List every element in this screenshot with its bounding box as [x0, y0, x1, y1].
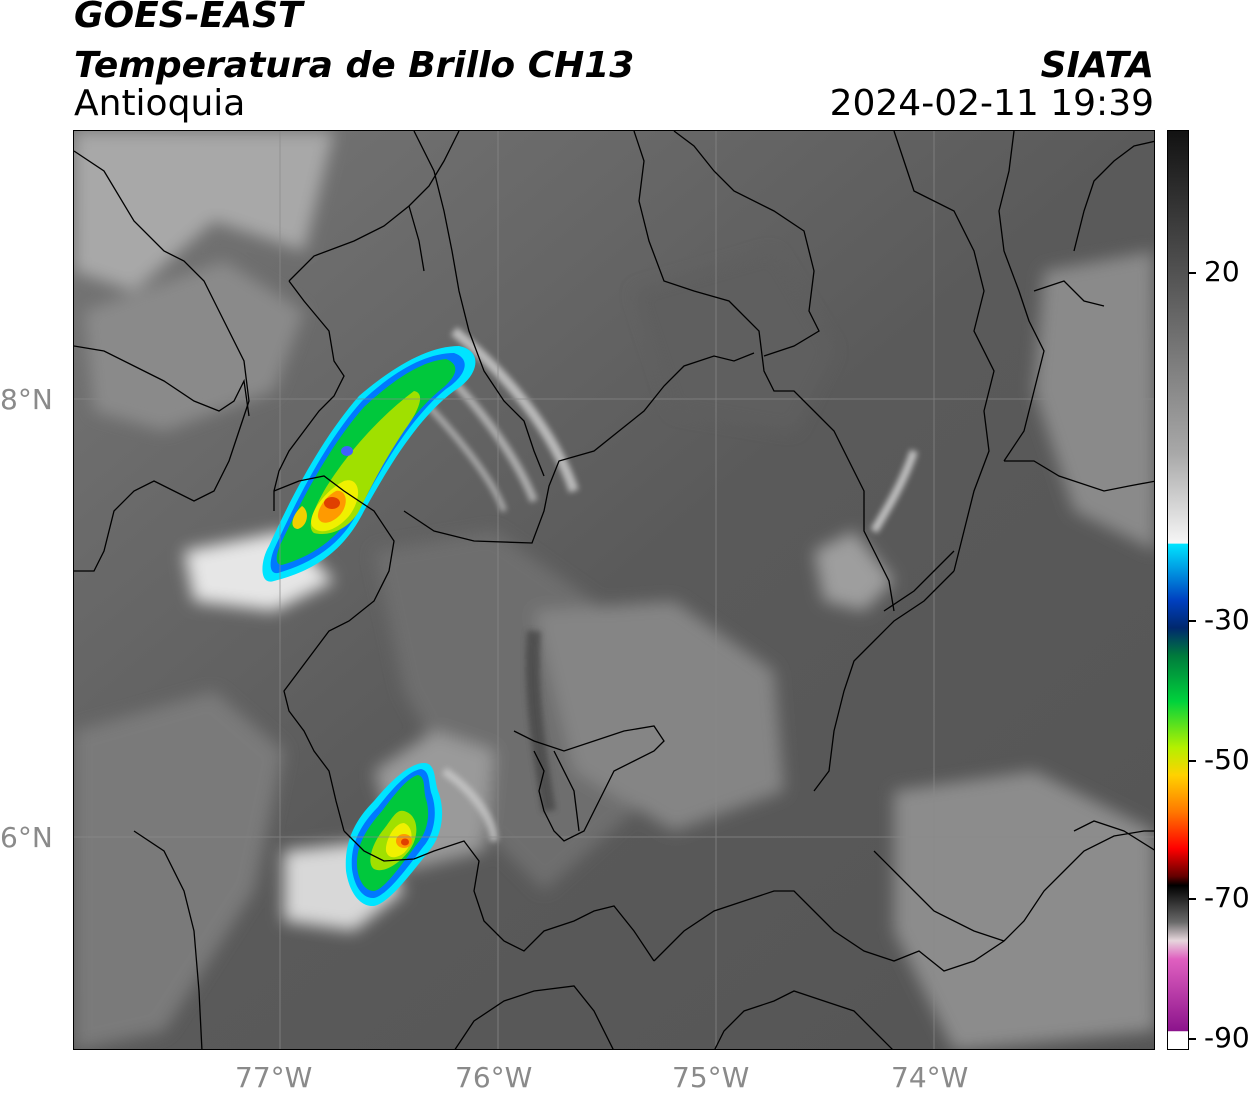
colorbar-label-m70: -70: [1204, 881, 1250, 914]
map-canvas: [74, 131, 1154, 1049]
political-boundaries: [74, 131, 1154, 1049]
colorbar-label-m50: -50: [1204, 743, 1250, 776]
organization-label: SIATA: [1040, 45, 1154, 86]
product-title: Temperatura de Brillo CH13: [74, 45, 635, 86]
cloud-patches: [74, 131, 1154, 1049]
lon-label-75w: 75°W: [672, 1061, 750, 1094]
colorbar-label-m30: -30: [1204, 603, 1250, 636]
satellite-map[interactable]: [73, 130, 1155, 1050]
lat-label-8n: 8°N: [0, 383, 53, 416]
lon-label-76w: 76°W: [455, 1061, 533, 1094]
lat-label-6n: 6°N: [0, 821, 53, 854]
colorbar-label-20: 20: [1204, 255, 1240, 288]
region-label: Antioquia: [74, 83, 246, 124]
colorbar-tick-20: [1189, 272, 1196, 274]
lon-label-77w: 77°W: [235, 1061, 313, 1094]
colorbar-tick-m70: [1189, 898, 1196, 900]
colorbar-tick-m90: [1189, 1038, 1196, 1040]
colorbar-label-m90: -90: [1204, 1021, 1250, 1054]
colorbar: [1167, 130, 1189, 1050]
southern-storm-cell: [345, 763, 443, 907]
northern-storm-cell: [262, 346, 476, 582]
colorbar-tick-m30: [1189, 620, 1196, 622]
colorbar-tick-m50: [1189, 760, 1196, 762]
lon-label-74w: 74°W: [891, 1061, 969, 1094]
satellite-source-title: GOES-EAST: [74, 0, 303, 36]
datetime-label: 2024-02-11 19:39: [829, 83, 1154, 124]
colorbar-gradient: [1168, 131, 1188, 1049]
